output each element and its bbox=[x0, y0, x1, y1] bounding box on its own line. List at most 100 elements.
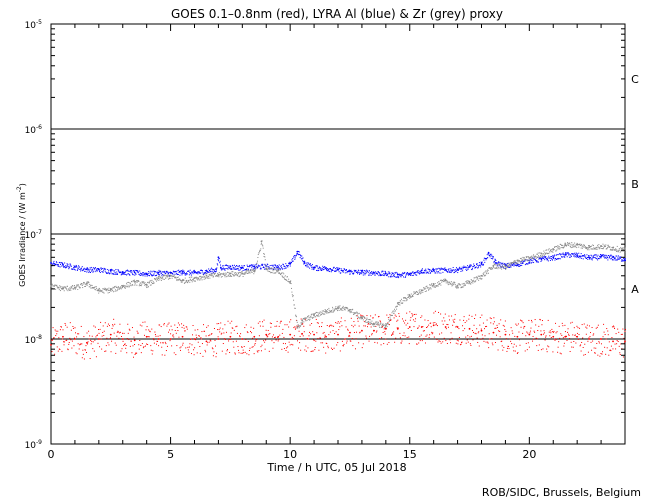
data-dot bbox=[290, 283, 292, 285]
data-dot bbox=[397, 304, 399, 306]
data-dot bbox=[103, 267, 105, 269]
data-dot bbox=[110, 269, 112, 271]
data-dot bbox=[436, 272, 438, 274]
data-dot bbox=[517, 263, 519, 265]
data-dot bbox=[557, 351, 559, 353]
data-dot bbox=[464, 284, 466, 286]
data-dot bbox=[332, 311, 334, 313]
data-dot bbox=[432, 283, 434, 285]
data-dot bbox=[283, 276, 285, 278]
data-dot bbox=[112, 273, 114, 275]
data-dot bbox=[293, 299, 295, 301]
data-dot bbox=[292, 338, 294, 340]
data-dot bbox=[547, 319, 549, 321]
data-dot bbox=[557, 245, 559, 247]
data-dot bbox=[410, 272, 412, 274]
data-dot bbox=[125, 286, 127, 288]
data-dot bbox=[157, 335, 159, 337]
data-dot bbox=[460, 268, 462, 270]
data-dot bbox=[429, 269, 431, 271]
data-dot bbox=[369, 273, 371, 275]
data-dot bbox=[334, 307, 336, 309]
data-dot bbox=[367, 323, 369, 325]
data-dot bbox=[82, 269, 84, 271]
data-dot bbox=[190, 279, 192, 281]
data-dot bbox=[496, 265, 498, 267]
data-dot bbox=[551, 256, 553, 258]
data-dot bbox=[402, 300, 404, 302]
data-dot bbox=[308, 335, 310, 337]
data-dot bbox=[341, 307, 343, 309]
data-point bbox=[564, 253, 567, 256]
data-dot bbox=[543, 333, 544, 335]
data-dot bbox=[395, 271, 397, 273]
data-dot bbox=[411, 295, 413, 297]
data-dot bbox=[122, 273, 124, 275]
data-dot bbox=[523, 326, 525, 328]
data-dot bbox=[300, 318, 302, 320]
data-dot bbox=[301, 322, 303, 324]
data-dot bbox=[620, 343, 622, 345]
data-dot bbox=[545, 335, 547, 337]
data-dot bbox=[315, 265, 317, 267]
data-dot bbox=[565, 336, 567, 338]
data-dot bbox=[311, 264, 313, 266]
data-dot bbox=[53, 337, 55, 339]
data-dot bbox=[59, 261, 61, 263]
data-dot bbox=[328, 334, 330, 336]
data-dot bbox=[499, 264, 501, 266]
data-dot bbox=[140, 285, 142, 286]
data-dot bbox=[543, 330, 545, 332]
data-dot bbox=[581, 257, 583, 259]
data-dot bbox=[285, 263, 287, 265]
data-dot bbox=[254, 344, 256, 346]
data-dot bbox=[405, 324, 407, 326]
data-dot bbox=[519, 258, 521, 260]
x-tick-label: 5 bbox=[167, 448, 174, 461]
data-dot bbox=[555, 250, 557, 252]
data-dot bbox=[497, 265, 499, 267]
data-dot bbox=[560, 247, 562, 249]
data-dot bbox=[581, 324, 583, 326]
data-dot bbox=[430, 284, 432, 286]
data-dot bbox=[219, 327, 221, 329]
data-dot bbox=[381, 325, 383, 327]
data-dot bbox=[145, 285, 147, 287]
data-dot bbox=[590, 248, 592, 250]
data-dot bbox=[221, 350, 223, 352]
data-dot bbox=[352, 326, 354, 328]
data-dot bbox=[335, 270, 337, 272]
data-dot bbox=[389, 314, 391, 316]
data-dot bbox=[78, 284, 80, 286]
data-dot bbox=[98, 292, 100, 294]
data-dot bbox=[266, 268, 268, 270]
data-dot bbox=[523, 258, 525, 260]
data-point bbox=[277, 266, 280, 268]
data-dot bbox=[155, 278, 157, 280]
data-dot bbox=[457, 340, 459, 342]
data-dot bbox=[520, 319, 522, 321]
data-dot bbox=[387, 317, 389, 319]
data-dot bbox=[367, 270, 369, 272]
data-dot bbox=[70, 286, 72, 288]
data-dot bbox=[259, 265, 261, 267]
data-dot bbox=[579, 244, 581, 246]
data-dot bbox=[106, 272, 108, 274]
data-dot bbox=[350, 311, 352, 313]
data-dot bbox=[288, 281, 290, 283]
data-dot bbox=[150, 280, 152, 282]
data-dot bbox=[404, 297, 406, 299]
data-dot bbox=[492, 258, 494, 260]
data-dot bbox=[284, 275, 286, 277]
data-dot bbox=[378, 325, 380, 327]
data-dot bbox=[155, 335, 157, 337]
data-dot bbox=[125, 345, 127, 347]
data-dot bbox=[97, 268, 99, 270]
data-dot bbox=[63, 266, 65, 268]
data-dot bbox=[220, 264, 222, 266]
data-dot bbox=[554, 246, 556, 248]
data-dot bbox=[620, 256, 622, 258]
data-dot bbox=[105, 345, 107, 347]
data-dot bbox=[527, 263, 529, 265]
data-dot bbox=[499, 267, 501, 269]
